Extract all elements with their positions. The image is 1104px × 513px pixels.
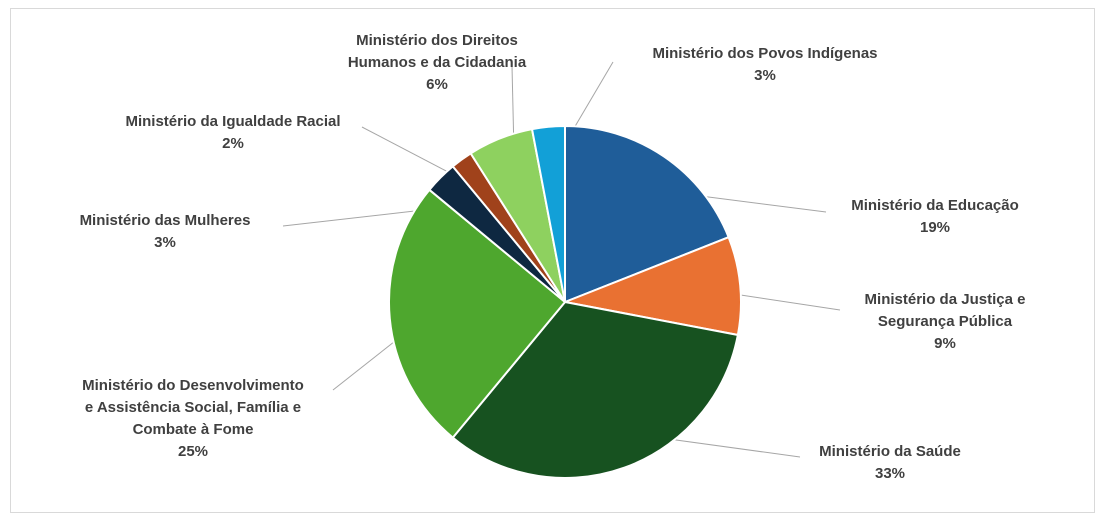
- slice-value-label: 19%: [920, 219, 950, 236]
- slice-value-label: 6%: [426, 76, 448, 93]
- slice-value-label: 25%: [178, 443, 208, 460]
- pie-slice: [530, 124, 566, 303]
- slice-category-label: Segurança Pública: [878, 313, 1013, 330]
- slice-category-label: Ministério do Desenvolvimento: [82, 377, 304, 394]
- slice-category-label: Combate à Fome: [133, 421, 254, 438]
- pie-slice: [561, 235, 742, 337]
- slice-category-label: e Assistência Social, Família e: [85, 399, 301, 416]
- slice-value-label: 3%: [154, 234, 176, 251]
- slice-value-label: 33%: [875, 465, 905, 482]
- slice-value-label: 3%: [754, 67, 776, 84]
- slice-value-label: 9%: [934, 335, 956, 352]
- slice-category-label: Ministério da Educação: [851, 197, 1019, 214]
- pie-slices: [388, 124, 742, 479]
- pie-slice: [451, 300, 740, 479]
- slice-value-label: 2%: [222, 135, 244, 152]
- slice-category-label: Ministério dos Povos Indígenas: [652, 45, 877, 62]
- slice-category-label: Ministério das Mulheres: [80, 212, 251, 229]
- slice-category-label: Ministério dos Direitos: [356, 32, 518, 49]
- pie-slice: [388, 188, 567, 440]
- slice-labels: Ministério da Educação 19% Ministério da J…: [80, 32, 1026, 482]
- slice-category-label: Humanos e da Cidadania: [348, 54, 527, 71]
- slice-category-label: Ministério da Justiça e: [865, 291, 1026, 308]
- slice-category-label: Ministério da Igualdade Racial: [125, 113, 340, 130]
- pie-slice: [564, 124, 730, 304]
- slice-category-label: Ministério da Saúde: [819, 443, 961, 460]
